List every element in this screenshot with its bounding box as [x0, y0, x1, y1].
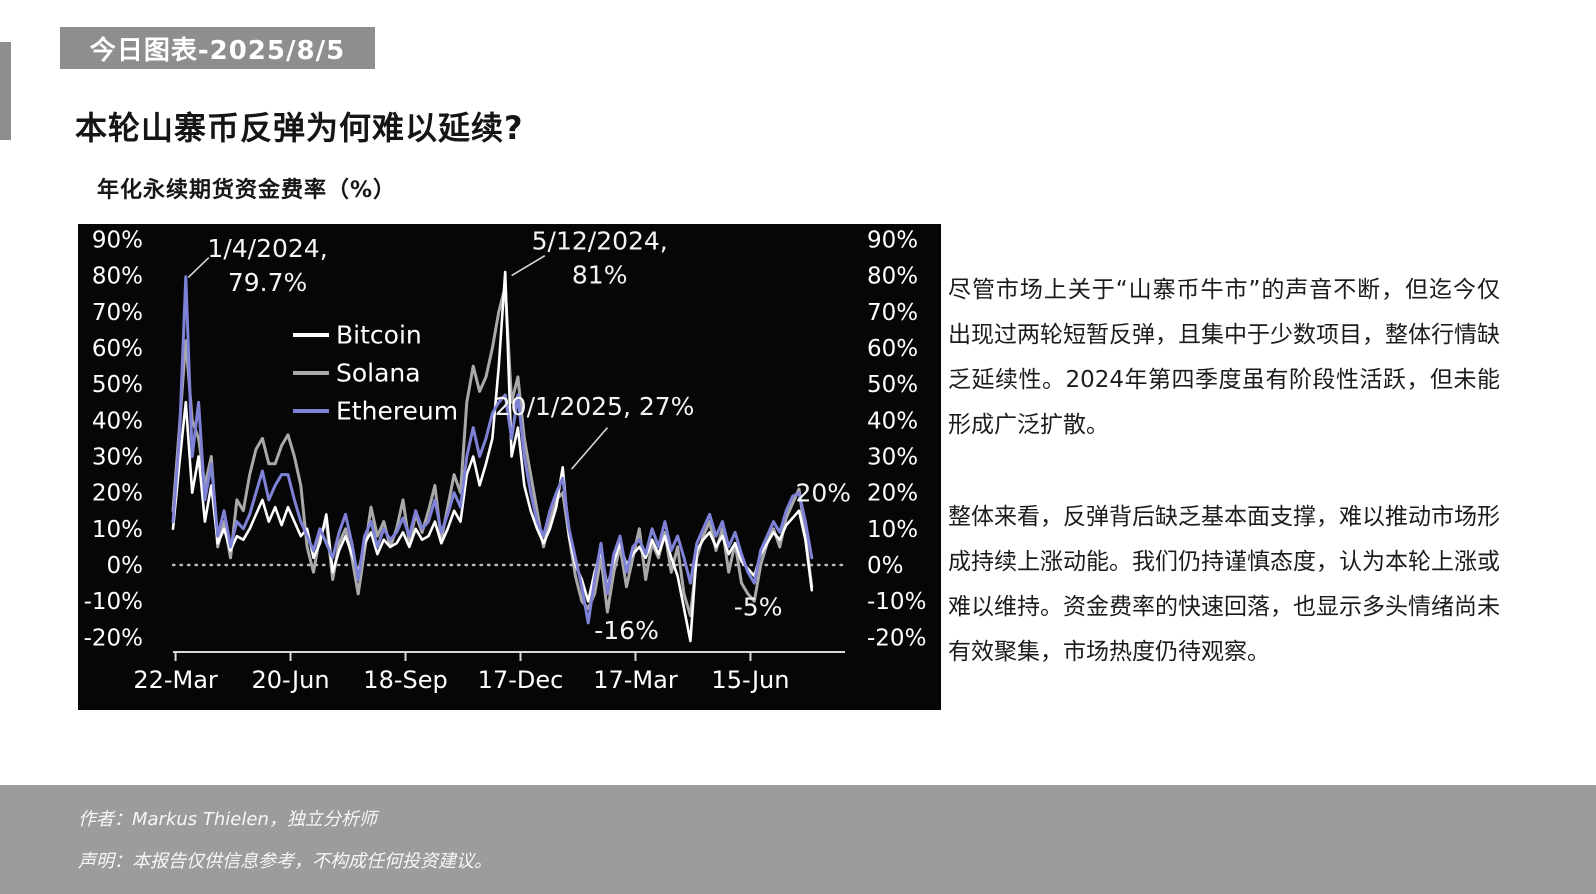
svg-text:-20%: -20%	[867, 625, 926, 651]
svg-text:30%: 30%	[867, 444, 918, 470]
funding-rate-chart-svg: 90% 90% 80% 80% 70% 70% 60% 60% 50% 50% 40% 40% 30% 3…	[84, 227, 927, 694]
svg-text:18-Sep: 18-Sep	[363, 666, 447, 694]
date-badge: 今日图表-2025/8/5	[60, 27, 375, 69]
svg-text:20/1/2025, 27%: 20/1/2025, 27%	[495, 392, 695, 421]
svg-text:17-Dec: 17-Dec	[478, 666, 564, 694]
annotation-5: -5%	[734, 593, 783, 622]
commentary-block: 尽管市场上关于“山寨币牛市”的声音不断，但迄今仅出现过两轮短暂反弹，且集中于少数…	[948, 268, 1500, 675]
y-axis-labels: 90% 90% 80% 80% 70% 70% 60% 60% 50% 50% 40% 40% 30% 3…	[84, 227, 927, 651]
svg-text:90%: 90%	[867, 227, 918, 253]
svg-text:40%: 40%	[92, 408, 143, 434]
svg-text:-16%: -16%	[594, 616, 659, 645]
svg-text:0%: 0%	[107, 553, 144, 579]
commentary-paragraph-1: 尽管市场上关于“山寨币牛市”的声音不断，但迄今仅出现过两轮短暂反弹，且集中于少数…	[948, 277, 1500, 438]
svg-text:40%: 40%	[867, 408, 918, 434]
date-badge-label: 今日图表-2025/8/5	[89, 35, 346, 66]
svg-text:30%: 30%	[92, 444, 143, 470]
funding-rate-chart: 90% 90% 80% 80% 70% 70% 60% 60% 50% 50% 40% 40% 30% 3…	[78, 224, 941, 710]
svg-text:10%: 10%	[867, 517, 918, 543]
series-line-solana	[171, 285, 814, 618]
svg-text:70%: 70%	[92, 300, 143, 326]
footer-disclaimer-line: 声明：本报告仅供信息参考，不构成任何投资建议。	[78, 851, 492, 872]
svg-text:60%: 60%	[92, 336, 143, 362]
annotation-6: 20%	[795, 479, 851, 508]
svg-text:15-Jun: 15-Jun	[711, 666, 789, 694]
legend: Bitcoin Solana Ethereum	[293, 321, 458, 426]
left-accent-bar	[0, 42, 11, 140]
chart-subtitle: 年化永续期货资金费率（%）	[97, 178, 397, 203]
svg-text:50%: 50%	[92, 372, 143, 398]
svg-text:1/4/2024,79.7%: 1/4/2024, 79.7%	[207, 234, 327, 297]
annotation-4: -16%	[594, 616, 659, 645]
x-axis: 22-Mar 20-Jun 18-Sep 17-Dec 17-Mar 15-Jun	[133, 651, 845, 694]
svg-text:50%: 50%	[867, 372, 918, 398]
svg-text:0%: 0%	[867, 553, 904, 579]
annotation-2: 5/12/2024, 81%	[511, 227, 668, 290]
annotation-3: 20/1/2025, 27%	[495, 392, 695, 470]
svg-text:20%: 20%	[795, 479, 851, 508]
svg-text:20-Jun: 20-Jun	[252, 666, 330, 694]
series-line-bitcoin	[171, 270, 814, 643]
svg-text:60%: 60%	[867, 336, 918, 362]
footer-author-line: 作者：Markus Thielen，独立分析师	[78, 809, 377, 830]
footer: 作者：Markus Thielen，独立分析师 声明：本报告仅供信息参考，不构成…	[0, 785, 1596, 894]
page-title: 本轮山寨币反弹为何难以延续?	[75, 109, 524, 147]
legend-label-solana: Solana	[336, 359, 421, 388]
svg-text:17-Mar: 17-Mar	[593, 666, 678, 694]
commentary-paragraph-2: 整体来看，反弹背后缺乏基本面支撑，难以推动市场形成持续上涨动能。我们仍持谨慎态度…	[948, 504, 1500, 665]
svg-text:-5%: -5%	[734, 593, 783, 622]
svg-text:-10%: -10%	[867, 589, 926, 615]
svg-text:20%: 20%	[867, 481, 918, 507]
annotation-1: 1/4/2024, 79.7%	[187, 234, 328, 297]
legend-label-ethereum: Ethereum	[336, 397, 458, 426]
svg-text:20%: 20%	[92, 481, 143, 507]
svg-text:70%: 70%	[867, 300, 918, 326]
svg-text:-20%: -20%	[84, 625, 143, 651]
svg-text:-10%: -10%	[84, 589, 143, 615]
svg-text:5/12/2024,81%: 5/12/2024, 81%	[532, 227, 668, 290]
svg-text:22-Mar: 22-Mar	[133, 666, 218, 694]
svg-text:90%: 90%	[92, 227, 143, 253]
svg-text:10%: 10%	[92, 517, 143, 543]
legend-label-bitcoin: Bitcoin	[336, 321, 422, 350]
svg-text:80%: 80%	[867, 264, 918, 290]
svg-text:80%: 80%	[92, 264, 143, 290]
series-line-ethereum	[171, 275, 814, 625]
